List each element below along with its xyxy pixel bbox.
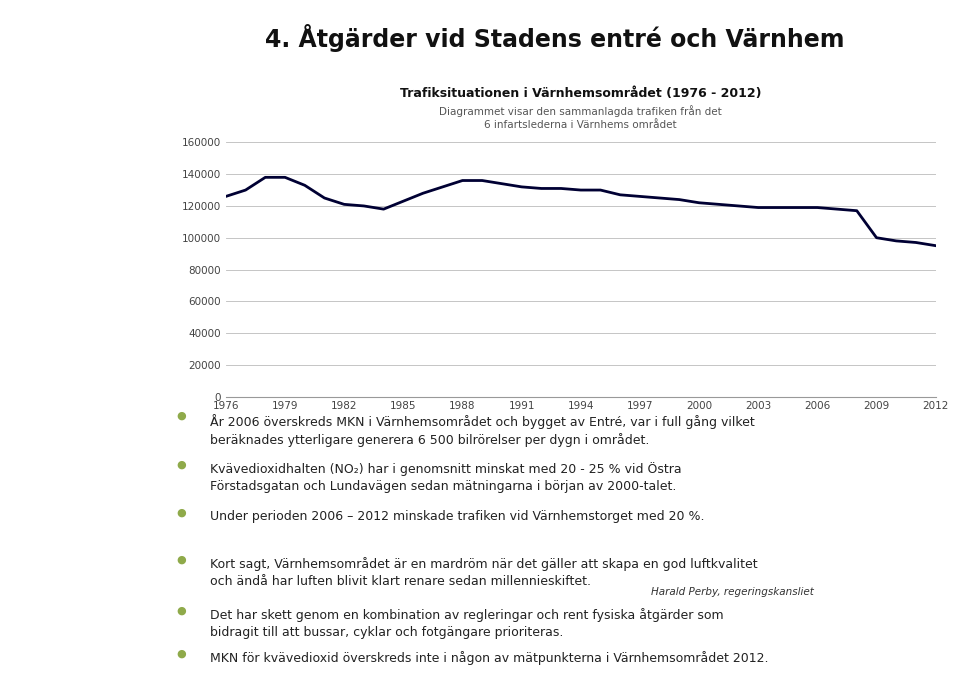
Text: MKN för kvävedioxid överskreds inte i någon av mätpunkterna i Värnhemsområdet 20: MKN för kvävedioxid överskreds inte i nå… [209, 651, 768, 665]
Text: Kvävedioxidhalten (NO₂) har i genomsnitt minskat med 20 - 25 % vid Östra
Förstad: Kvävedioxidhalten (NO₂) har i genomsnitt… [209, 462, 682, 494]
Text: ●: ● [177, 555, 186, 565]
Text: Diagrammet visar den sammanlagda trafiken från det: Diagrammet visar den sammanlagda trafike… [440, 104, 722, 117]
Text: 6 infartslederna i Värnhems området: 6 infartslederna i Värnhems området [485, 120, 677, 130]
Text: ●: ● [177, 605, 186, 616]
Text: ●: ● [177, 507, 186, 517]
Text: Under perioden 2006 – 2012 minskade trafiken vid Värnhemstorget med 20 %.: Under perioden 2006 – 2012 minskade traf… [209, 510, 704, 523]
Text: ●: ● [177, 648, 186, 658]
Text: 4. Åtgärder vid Stadens entré och Värnhem: 4. Åtgärder vid Stadens entré och Värnhe… [265, 24, 844, 52]
Text: Trafiksituationen i Värnhemsområdet (1976 - 2012): Trafiksituationen i Värnhemsområdet (197… [400, 87, 761, 100]
Text: ●: ● [177, 411, 186, 421]
Text: ●: ● [177, 460, 186, 470]
Text: Kort sagt, Värnhemsområdet är en mardröm när det gäller att skapa en god luftkva: Kort sagt, Värnhemsområdet är en mardröm… [209, 557, 757, 589]
Text: Harald Perby, regeringskansliet: Harald Perby, regeringskansliet [652, 587, 814, 597]
Text: Det har skett genom en kombination av regleringar och rent fysiska åtgärder som
: Det har skett genom en kombination av re… [209, 608, 723, 639]
Text: År 2006 överskreds MKN i Värnhemsområdet och bygget av Entré, var i full gång vi: År 2006 överskreds MKN i Värnhemsområdet… [209, 414, 755, 447]
